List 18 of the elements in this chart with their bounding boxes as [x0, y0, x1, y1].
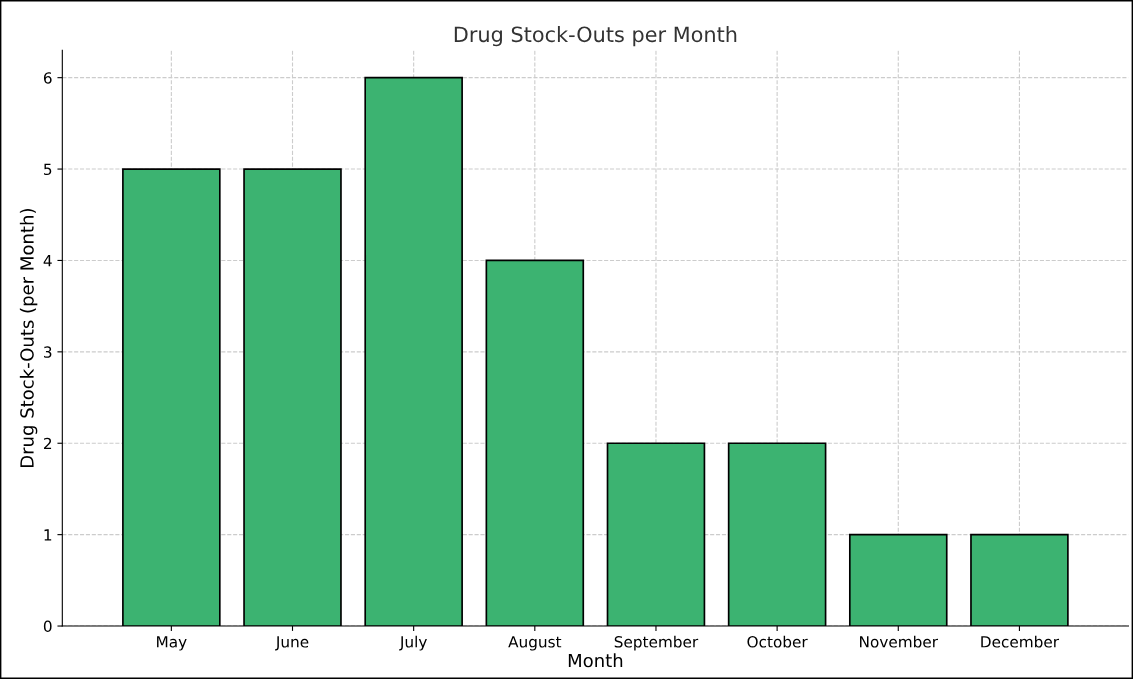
y-tick-label: 3 — [44, 346, 52, 358]
x-tick-label: October — [747, 635, 808, 648]
y-tick-label: 2 — [43, 437, 52, 450]
x-axis-title: Month — [568, 653, 623, 668]
y-tick-label: 4 — [43, 255, 52, 267]
y-axis-title: Drug Stock-Outs (per Month) — [19, 209, 38, 467]
x-tick-label: September — [614, 635, 699, 651]
y-tick-label: 0 — [43, 620, 52, 633]
x-tick-label: December — [981, 635, 1060, 648]
y-tick-label: 6 — [43, 72, 52, 84]
y-tick-label: 5 — [44, 163, 52, 176]
x-tick-label: November — [860, 635, 939, 648]
y-tick-label: 1 — [44, 529, 52, 541]
x-tick-label: August — [508, 636, 562, 651]
x-tick-label: July — [399, 635, 427, 651]
x-tick-label: June — [275, 636, 309, 651]
chart-title: Drug Stock-Outs per Month — [454, 26, 737, 47]
x-tick-label: May — [157, 636, 187, 651]
